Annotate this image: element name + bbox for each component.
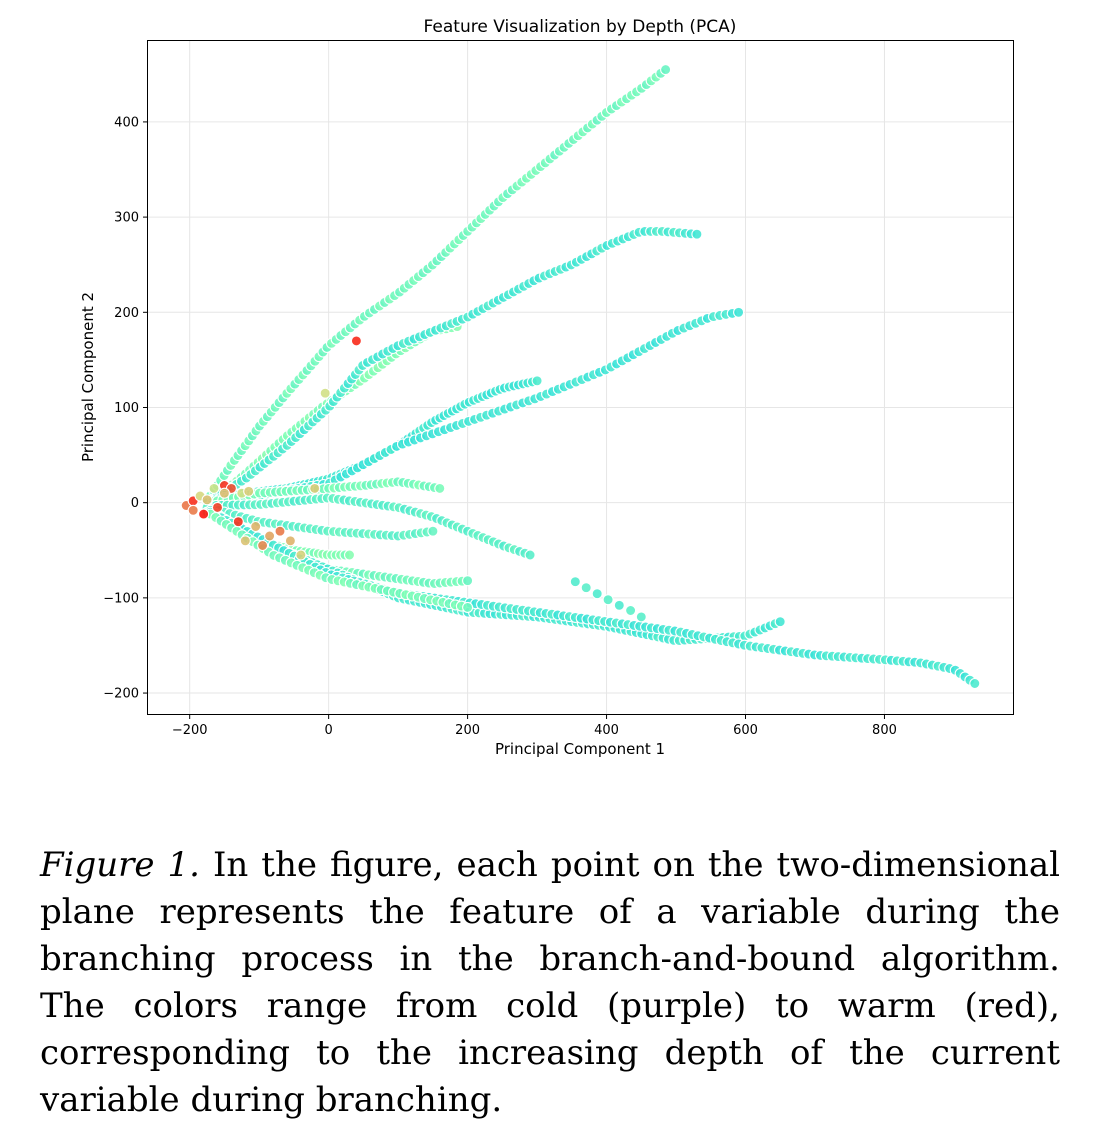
data-point <box>635 611 647 623</box>
data-point <box>257 539 269 552</box>
data-point <box>774 616 786 628</box>
data-point <box>524 549 536 561</box>
data-point <box>201 494 213 506</box>
data-point <box>613 599 625 611</box>
data-point <box>187 504 199 516</box>
data-point <box>569 576 581 588</box>
gridlines <box>148 41 1013 714</box>
data-point <box>591 588 603 600</box>
data-point <box>309 482 321 494</box>
caption-text: In the figure, each point on the two-dim… <box>40 845 1061 1120</box>
data-point <box>211 501 224 513</box>
data-point <box>343 549 356 561</box>
data-point <box>274 525 286 537</box>
y-tick-label: 300 <box>114 211 139 226</box>
scatter-figure: Feature Visualization by Depth (PCA) −20… <box>79 17 1014 758</box>
data-point <box>969 677 981 690</box>
data-point <box>284 535 296 547</box>
data-point <box>243 485 255 497</box>
y-axis-label: Principal Component 2 <box>79 292 97 462</box>
data-point <box>625 604 637 617</box>
axis-ticks: −200 0 200 400 600 800 −200 −100 0 100 200 300 400 <box>103 115 897 738</box>
y-tick-label: 100 <box>114 401 139 416</box>
plot-frame <box>147 40 1014 715</box>
data-point <box>462 601 474 613</box>
y-tick-label: 400 <box>114 115 139 130</box>
data-point <box>427 525 439 537</box>
data-point <box>350 335 362 347</box>
data-points <box>180 64 981 690</box>
data-point <box>434 482 446 494</box>
data-point <box>208 482 220 494</box>
data-point <box>295 549 307 561</box>
data-point <box>319 387 331 399</box>
data-point <box>580 582 592 594</box>
data-point <box>218 487 230 499</box>
y-tick-label: −200 <box>103 687 139 702</box>
x-tick-label: 0 <box>325 723 333 738</box>
data-point <box>602 594 614 606</box>
x-tick-label: 200 <box>455 723 480 738</box>
data-point <box>264 530 276 542</box>
data-point <box>462 575 474 587</box>
x-tick-label: 600 <box>733 723 758 738</box>
y-tick-label: 0 <box>131 496 139 511</box>
data-point <box>198 508 210 520</box>
data-point <box>733 306 745 318</box>
x-axis-label: Principal Component 1 <box>495 740 665 758</box>
data-point <box>250 520 262 533</box>
figure-caption: Figure 1. In the figure, each point on t… <box>40 842 1060 1124</box>
data-point <box>232 516 244 528</box>
x-tick-label: −200 <box>172 723 208 738</box>
data-point <box>691 228 703 240</box>
data-point <box>660 64 672 76</box>
x-tick-label: 800 <box>872 723 897 738</box>
x-tick-label: 400 <box>594 723 619 738</box>
y-tick-label: 200 <box>114 306 139 321</box>
y-tick-label: −100 <box>103 591 139 606</box>
data-point <box>239 535 251 547</box>
data-point <box>531 375 543 387</box>
scatter-plot: Feature Visualization by Depth (PCA) −20… <box>79 17 1014 758</box>
chart-title: Feature Visualization by Depth (PCA) <box>424 17 737 37</box>
caption-label: Figure 1. <box>40 845 200 885</box>
